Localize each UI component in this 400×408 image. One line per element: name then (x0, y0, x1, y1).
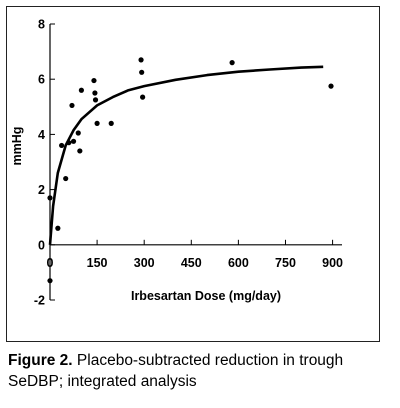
data-point (77, 148, 83, 154)
y-tick-label: -2 (34, 294, 45, 308)
chart-marks (47, 57, 334, 284)
y-tick-label: 8 (38, 18, 45, 32)
x-tick-label: 750 (275, 256, 296, 270)
data-point (140, 94, 146, 100)
data-point (138, 57, 144, 63)
x-tick-label: 0 (47, 256, 54, 270)
data-point (63, 175, 69, 182)
y-tick-label: 6 (38, 73, 45, 87)
data-point (55, 225, 61, 231)
data-point (92, 97, 99, 103)
y-tick-label: 4 (38, 128, 45, 142)
data-point (47, 278, 53, 284)
caption-label: Figure 2. (8, 352, 73, 369)
data-point (229, 60, 235, 66)
data-point (70, 138, 77, 144)
x-tick-label: 900 (322, 256, 343, 270)
y-tick-label: 2 (38, 183, 45, 197)
x-tick-label: 600 (228, 256, 249, 270)
data-point (94, 120, 100, 126)
x-axis-title: Irbesartan Dose (mg/day) (131, 289, 281, 303)
data-point (59, 142, 65, 149)
fitted-curve (48, 65, 324, 245)
data-point (75, 130, 81, 136)
chart-axes: -2 0 2 4 6 8 0 150 300 450 600 750 900 (34, 18, 343, 308)
data-point (91, 77, 97, 84)
data-point (69, 102, 75, 109)
data-point (328, 83, 334, 89)
data-point (47, 195, 53, 201)
data-point (139, 69, 145, 75)
y-axis-title: mmHg (10, 127, 24, 166)
data-point (108, 120, 114, 126)
x-tick-label: 450 (181, 256, 202, 270)
figure-caption: Figure 2. Placebo-subtracted reduction i… (8, 350, 393, 392)
data-point (78, 87, 84, 93)
x-tick-label: 150 (87, 256, 108, 270)
data-point (92, 90, 98, 96)
caption-text: Placebo-subtracted reduction in trough S… (8, 352, 344, 390)
figure-frame (6, 6, 380, 342)
y-tick-label: 0 (38, 238, 45, 252)
chart: -2 0 2 4 6 8 0 150 300 450 600 750 900 mmHg Irbesart… (10, 18, 343, 308)
x-tick-label: 300 (134, 256, 155, 270)
